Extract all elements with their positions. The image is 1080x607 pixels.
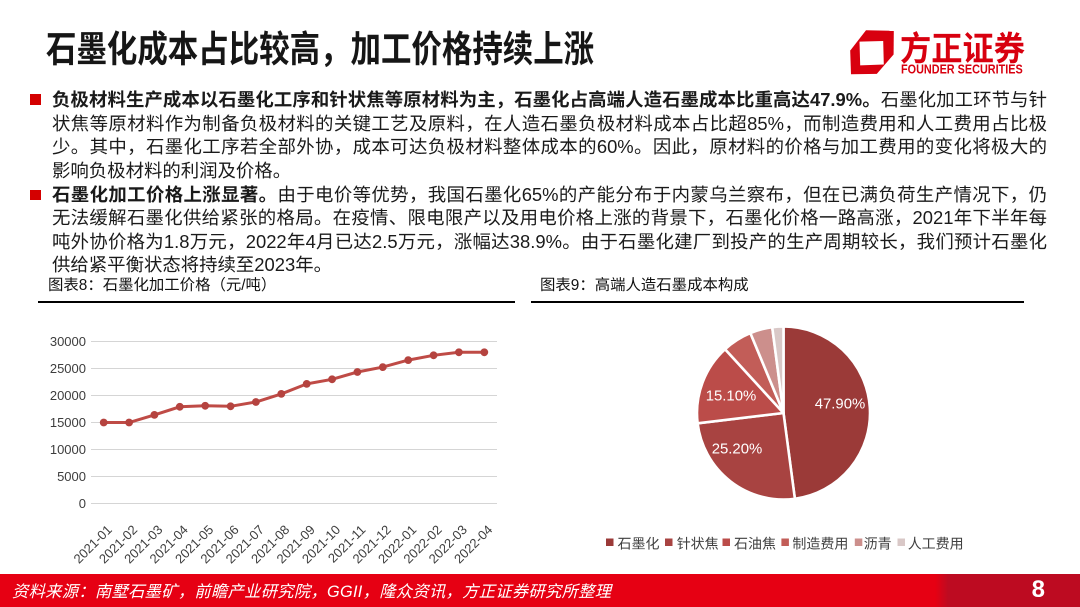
svg-text:石油焦: 石油焦 bbox=[734, 536, 776, 552]
svg-text:制造费用: 制造费用 bbox=[792, 536, 848, 552]
svg-text:25000: 25000 bbox=[50, 361, 86, 376]
svg-text:30000: 30000 bbox=[50, 334, 86, 349]
svg-text:人工费用: 人工费用 bbox=[908, 536, 964, 552]
svg-text:47.90%: 47.90% bbox=[815, 397, 866, 413]
svg-text:针状焦: 针状焦 bbox=[677, 536, 719, 552]
svg-text:0: 0 bbox=[79, 496, 86, 511]
svg-text:5000: 5000 bbox=[57, 469, 86, 484]
svg-text:25.20%: 25.20% bbox=[712, 442, 763, 458]
svg-text:石墨化: 石墨化 bbox=[618, 536, 660, 552]
svg-text:方正证券: 方正证券 bbox=[900, 22, 1025, 71]
svg-text:15000: 15000 bbox=[50, 415, 86, 430]
svg-text:15.10%: 15.10% bbox=[706, 389, 757, 405]
svg-text:20000: 20000 bbox=[50, 388, 86, 403]
svg-text:FOUNDER SECURITIES: FOUNDER SECURITIES bbox=[901, 62, 1023, 77]
svg-text:10000: 10000 bbox=[50, 442, 86, 457]
svg-text:沥青: 沥青 bbox=[864, 536, 892, 552]
